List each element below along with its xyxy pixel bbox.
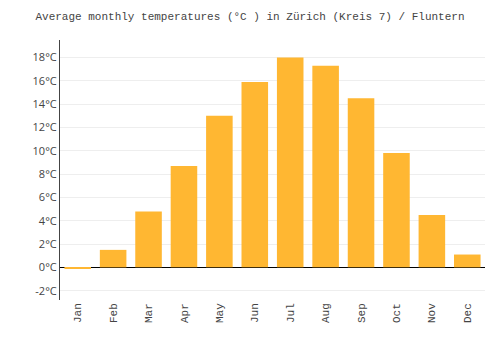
svg-text:Jul: Jul	[285, 303, 297, 323]
svg-text:16°C: 16°C	[33, 73, 57, 88]
svg-text:18°C: 18°C	[33, 49, 57, 64]
svg-text:May: May	[214, 303, 226, 323]
svg-text:Dec: Dec	[462, 303, 474, 323]
svg-text:Oct: Oct	[391, 303, 403, 323]
svg-text:Jan: Jan	[72, 303, 84, 323]
svg-text:Average monthly temperatures (: Average monthly temperatures (°C ) in Zü…	[35, 11, 464, 23]
svg-text:Nov: Nov	[426, 303, 438, 323]
svg-text:-2°C: -2°C	[35, 283, 57, 298]
svg-text:12°C: 12°C	[33, 119, 57, 134]
svg-text:Apr: Apr	[179, 303, 191, 323]
svg-text:8°C: 8°C	[39, 166, 57, 181]
svg-text:Mar: Mar	[143, 303, 155, 323]
svg-text:4°C: 4°C	[39, 213, 57, 228]
svg-text:0°C: 0°C	[39, 259, 57, 274]
svg-text:Aug: Aug	[320, 303, 332, 323]
svg-text:Jun: Jun	[249, 303, 261, 323]
svg-text:14°C: 14°C	[33, 96, 57, 111]
svg-text:Sep: Sep	[356, 303, 368, 323]
svg-text:6°C: 6°C	[39, 189, 57, 204]
svg-text:10°C: 10°C	[33, 143, 57, 158]
svg-text:2°C: 2°C	[39, 236, 57, 251]
svg-text:Feb: Feb	[108, 303, 120, 323]
